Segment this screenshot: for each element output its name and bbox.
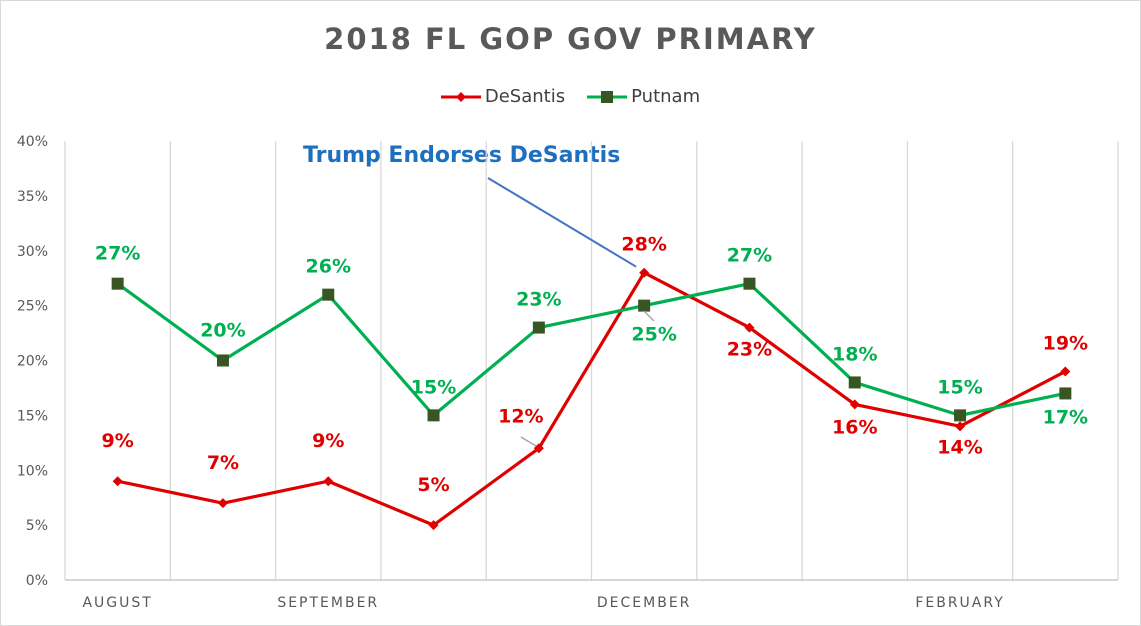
data-label-desantis: 14% [937,436,982,458]
annotation-trump-endorses: Trump Endorses DeSantis [303,143,621,168]
legend-label-desantis: DeSantis [484,86,566,107]
leader-line [520,436,537,447]
legend-swatch-desantis [440,91,481,102]
y-tick-label: 25% [17,299,48,315]
data-label-putnam: 15% [411,376,456,398]
marker-desantis [849,399,860,410]
legend-swatch-putnam [587,90,628,103]
marker-desantis [744,322,755,333]
data-label-desantis: 9% [312,430,344,452]
chart-title: 2018 FL GOP GOV PRIMARY [324,22,817,56]
x-category-label: AUGUST [82,595,152,611]
data-label-putnam: 27% [95,243,140,265]
annotation-pointer-line [487,177,637,268]
data-label-desantis: 19% [1043,332,1088,354]
marker-putnam [848,376,861,389]
marker-putnam [1059,387,1072,400]
y-tick-label: 35% [17,189,48,205]
x-category-label: FEBRUARY [915,595,1004,611]
data-label-desantis: 23% [727,339,772,361]
marker-desantis [112,476,123,487]
marker-desantis [1060,366,1071,377]
data-label-putnam: 26% [306,256,351,278]
data-label-desantis: 28% [621,234,666,256]
data-label-desantis: 12% [498,405,543,427]
data-label-desantis: 16% [832,416,877,438]
marker-putnam [532,321,545,334]
y-tick-label: 0% [26,573,48,589]
marker-putnam [427,409,440,422]
marker-desantis [323,476,334,487]
data-label-putnam: 20% [200,320,245,342]
marker-putnam [954,409,967,422]
marker-putnam [322,288,335,301]
data-label-putnam: 17% [1043,406,1088,428]
marker-putnam [638,299,651,312]
legend: DeSantis Putnam [0,86,1141,107]
data-label-putnam: 23% [516,289,561,311]
x-category-label: DECEMBER [597,595,692,611]
marker-putnam [216,354,229,367]
marker-desantis [639,267,650,278]
legend-item-desantis[interactable]: DeSantis [440,86,566,107]
series-line-desantis [117,271,1067,527]
x-category-label: SEPTEMBER [277,595,379,611]
data-label-desantis: 5% [417,474,449,496]
y-tick-label: 10% [17,463,48,479]
marker-desantis [217,498,228,509]
legend-label-putnam: Putnam [631,86,701,107]
y-tick-label: 20% [17,354,48,370]
data-label-putnam: 27% [727,245,772,267]
series-line-putnam [116,282,1066,417]
data-label-putnam: 15% [937,376,982,398]
y-tick-label: 5% [26,518,48,534]
marker-desantis [955,421,966,432]
y-tick-label: 40% [17,134,48,150]
marker-putnam [111,277,124,290]
data-label-desantis: 9% [102,430,134,452]
data-label-putnam: 18% [832,343,877,365]
y-tick-label: 15% [17,408,48,424]
y-tick-label: 30% [17,244,48,260]
data-label-desantis: 7% [207,452,239,474]
marker-desantis [428,520,439,531]
marker-putnam [743,277,756,290]
data-label-putnam: 25% [631,324,676,346]
marker-desantis [533,443,544,454]
leader-line [643,310,655,322]
legend-item-putnam[interactable]: Putnam [587,86,700,107]
